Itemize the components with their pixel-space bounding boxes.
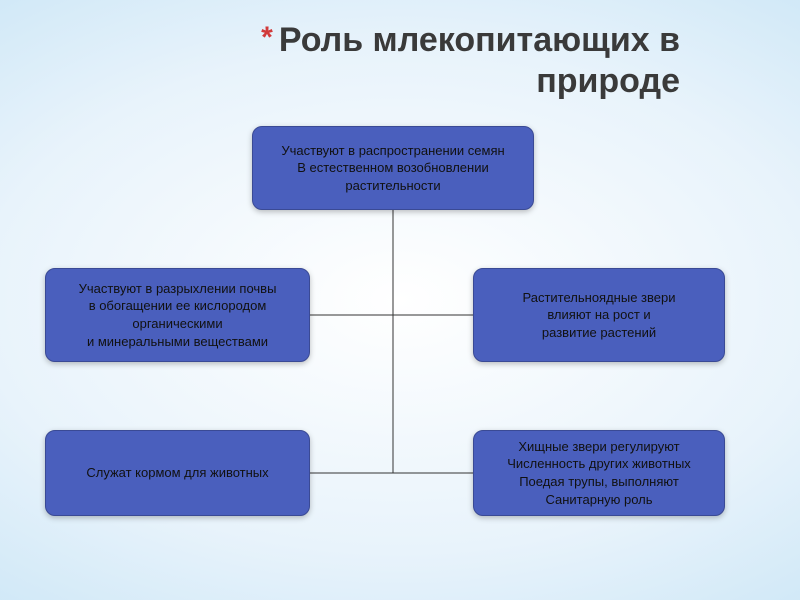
slide-canvas: *Роль млекопитающих в природе Участвуют … xyxy=(0,0,800,600)
node-mid_left: Участвуют в разрыхлении почвыв обогащени… xyxy=(45,268,310,362)
node-top: Участвуют в распространении семянВ естес… xyxy=(252,126,534,210)
node-bot_left-text: Служат кормом для животных xyxy=(54,464,301,482)
node-bot_right-text: Хищные звери регулируютЧисленность други… xyxy=(482,438,716,508)
node-mid_right: Растительноядные зверивлияют на рост ира… xyxy=(473,268,725,362)
node-mid_right-text: Растительноядные зверивлияют на рост ира… xyxy=(482,289,716,342)
node-top-text: Участвуют в распространении семянВ естес… xyxy=(261,142,525,195)
title-bullet-icon: * xyxy=(261,21,273,54)
slide-title: *Роль млекопитающих в природе xyxy=(200,20,680,102)
title-text: Роль млекопитающих в природе xyxy=(279,21,680,100)
node-mid_left-text: Участвуют в разрыхлении почвыв обогащени… xyxy=(54,280,301,350)
node-bot_right: Хищные звери регулируютЧисленность други… xyxy=(473,430,725,516)
node-bot_left: Служат кормом для животных xyxy=(45,430,310,516)
